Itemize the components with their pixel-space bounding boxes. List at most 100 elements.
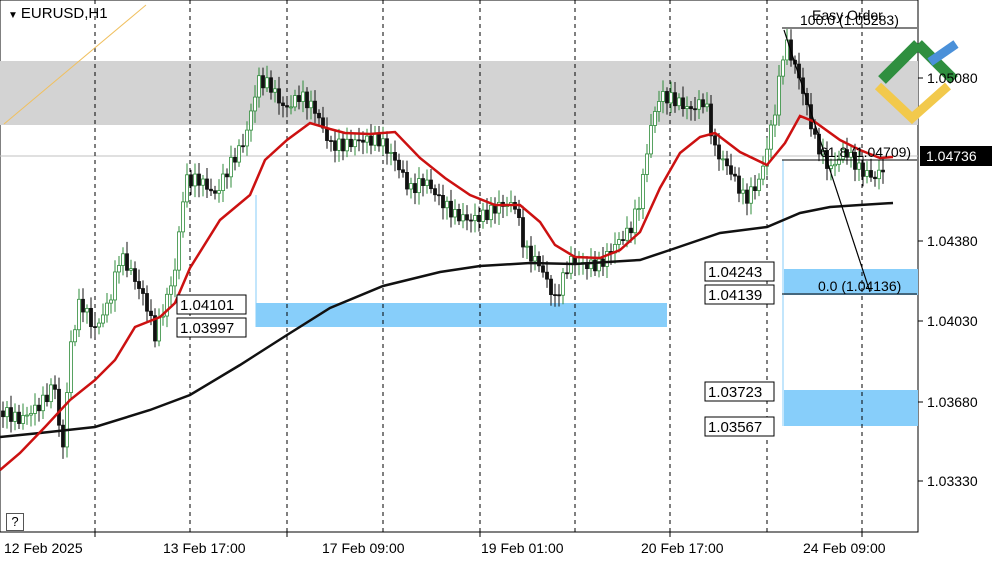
candle-body — [773, 114, 777, 126]
candle-body — [173, 269, 177, 287]
candle-body — [409, 183, 413, 190]
symbol-text: EURUSD,H1 — [20, 5, 108, 22]
candle-body — [97, 322, 101, 328]
candle-body — [181, 201, 185, 233]
candle-body — [133, 268, 137, 282]
candle-body — [257, 75, 261, 98]
current-price-badge — [920, 146, 992, 166]
candle-body — [865, 170, 869, 177]
candle-body — [845, 149, 849, 158]
candle-body — [489, 204, 493, 221]
candle-body — [753, 186, 757, 191]
candle-body — [5, 407, 9, 418]
easy-order-label[interactable]: Easy Order — [812, 7, 883, 23]
candle-body — [293, 95, 297, 108]
candle-body — [165, 293, 169, 317]
candle-body — [1, 410, 5, 418]
candle-body — [101, 314, 105, 324]
candle-body — [757, 178, 761, 191]
price-axis: 1.05080 1.04380 1.04030 1.03680 1.03330 … — [918, 70, 992, 489]
candle-body — [385, 138, 389, 154]
candle-body — [121, 253, 125, 266]
candle-body — [677, 97, 681, 107]
candle-body — [333, 140, 337, 151]
fib-61-label: 61.8 (1.04709) — [820, 144, 911, 160]
candle-body — [273, 88, 277, 93]
candle-body — [205, 178, 209, 190]
candle-body — [449, 200, 453, 218]
candle-body — [249, 110, 253, 131]
candle-body — [813, 128, 817, 135]
candle-body — [429, 179, 433, 190]
candle-body — [485, 209, 489, 221]
candle-body — [729, 165, 733, 175]
help-icon[interactable]: ? — [6, 513, 24, 531]
candle-body — [213, 190, 217, 194]
candle-body — [749, 186, 753, 204]
candle-body — [137, 281, 141, 289]
demand-zone-right — [784, 269, 918, 295]
candle-body — [61, 424, 65, 448]
candle-body — [389, 152, 393, 154]
candle-body — [837, 158, 841, 165]
candle-body — [713, 135, 717, 146]
candle-body — [733, 173, 737, 177]
candle-body — [421, 178, 425, 186]
candle-body — [17, 411, 21, 424]
candle-body — [245, 129, 249, 147]
candle-body — [225, 173, 229, 178]
candle-body — [453, 209, 457, 218]
candle-body — [229, 156, 233, 178]
candle-body — [125, 253, 129, 271]
candle-body — [493, 204, 497, 214]
candle-body — [353, 139, 357, 148]
candle-body — [253, 96, 257, 112]
candle-body — [285, 105, 289, 108]
candle-body — [33, 404, 37, 414]
resistance-zone — [0, 61, 918, 125]
candle-body — [25, 414, 29, 417]
candle-body — [637, 208, 641, 210]
candle-body — [197, 173, 201, 186]
candle-body — [169, 285, 173, 295]
candle-body — [29, 413, 33, 416]
candle-body — [833, 163, 837, 167]
candle-body — [709, 103, 713, 137]
time-axis: 12 Feb 2025 13 Feb 17:00 17 Feb 09:00 19… — [4, 532, 886, 556]
candle-body — [701, 99, 705, 108]
candle-body — [857, 162, 861, 170]
candle-body — [361, 139, 365, 143]
candle-body — [465, 214, 469, 221]
candle-body — [849, 152, 853, 158]
candle-body — [77, 298, 81, 331]
candle-body — [193, 173, 197, 187]
candle-body — [673, 92, 677, 107]
candle-body — [685, 106, 689, 110]
fib-100-label: 100.0 (1.05283) — [800, 12, 899, 28]
candle-body — [437, 194, 441, 197]
candle-body — [877, 169, 881, 180]
brand-logo — [874, 40, 959, 125]
candle-body — [417, 178, 421, 194]
zone-low-upper: 1.03723 — [708, 384, 762, 401]
candle-body — [873, 176, 877, 180]
candle-body — [705, 103, 709, 108]
candle-body — [141, 288, 145, 294]
fib-0-label: 0.0 (1.04136) — [818, 278, 901, 294]
candle-body — [157, 316, 161, 342]
candle-body — [13, 411, 17, 422]
candle-body — [221, 173, 225, 191]
zone-right-lower: 1.04139 — [708, 287, 762, 304]
candle-body — [113, 271, 117, 301]
candle-body — [365, 135, 369, 143]
candle-body — [145, 293, 149, 312]
candle-body — [397, 159, 401, 171]
candle-body — [557, 294, 561, 297]
zone-left-lower: 1.03997 — [180, 320, 234, 337]
candle-body — [41, 394, 45, 412]
candle-body — [329, 140, 333, 142]
candle-body — [233, 156, 237, 163]
candle-body — [697, 99, 701, 110]
candle-body — [325, 127, 329, 141]
